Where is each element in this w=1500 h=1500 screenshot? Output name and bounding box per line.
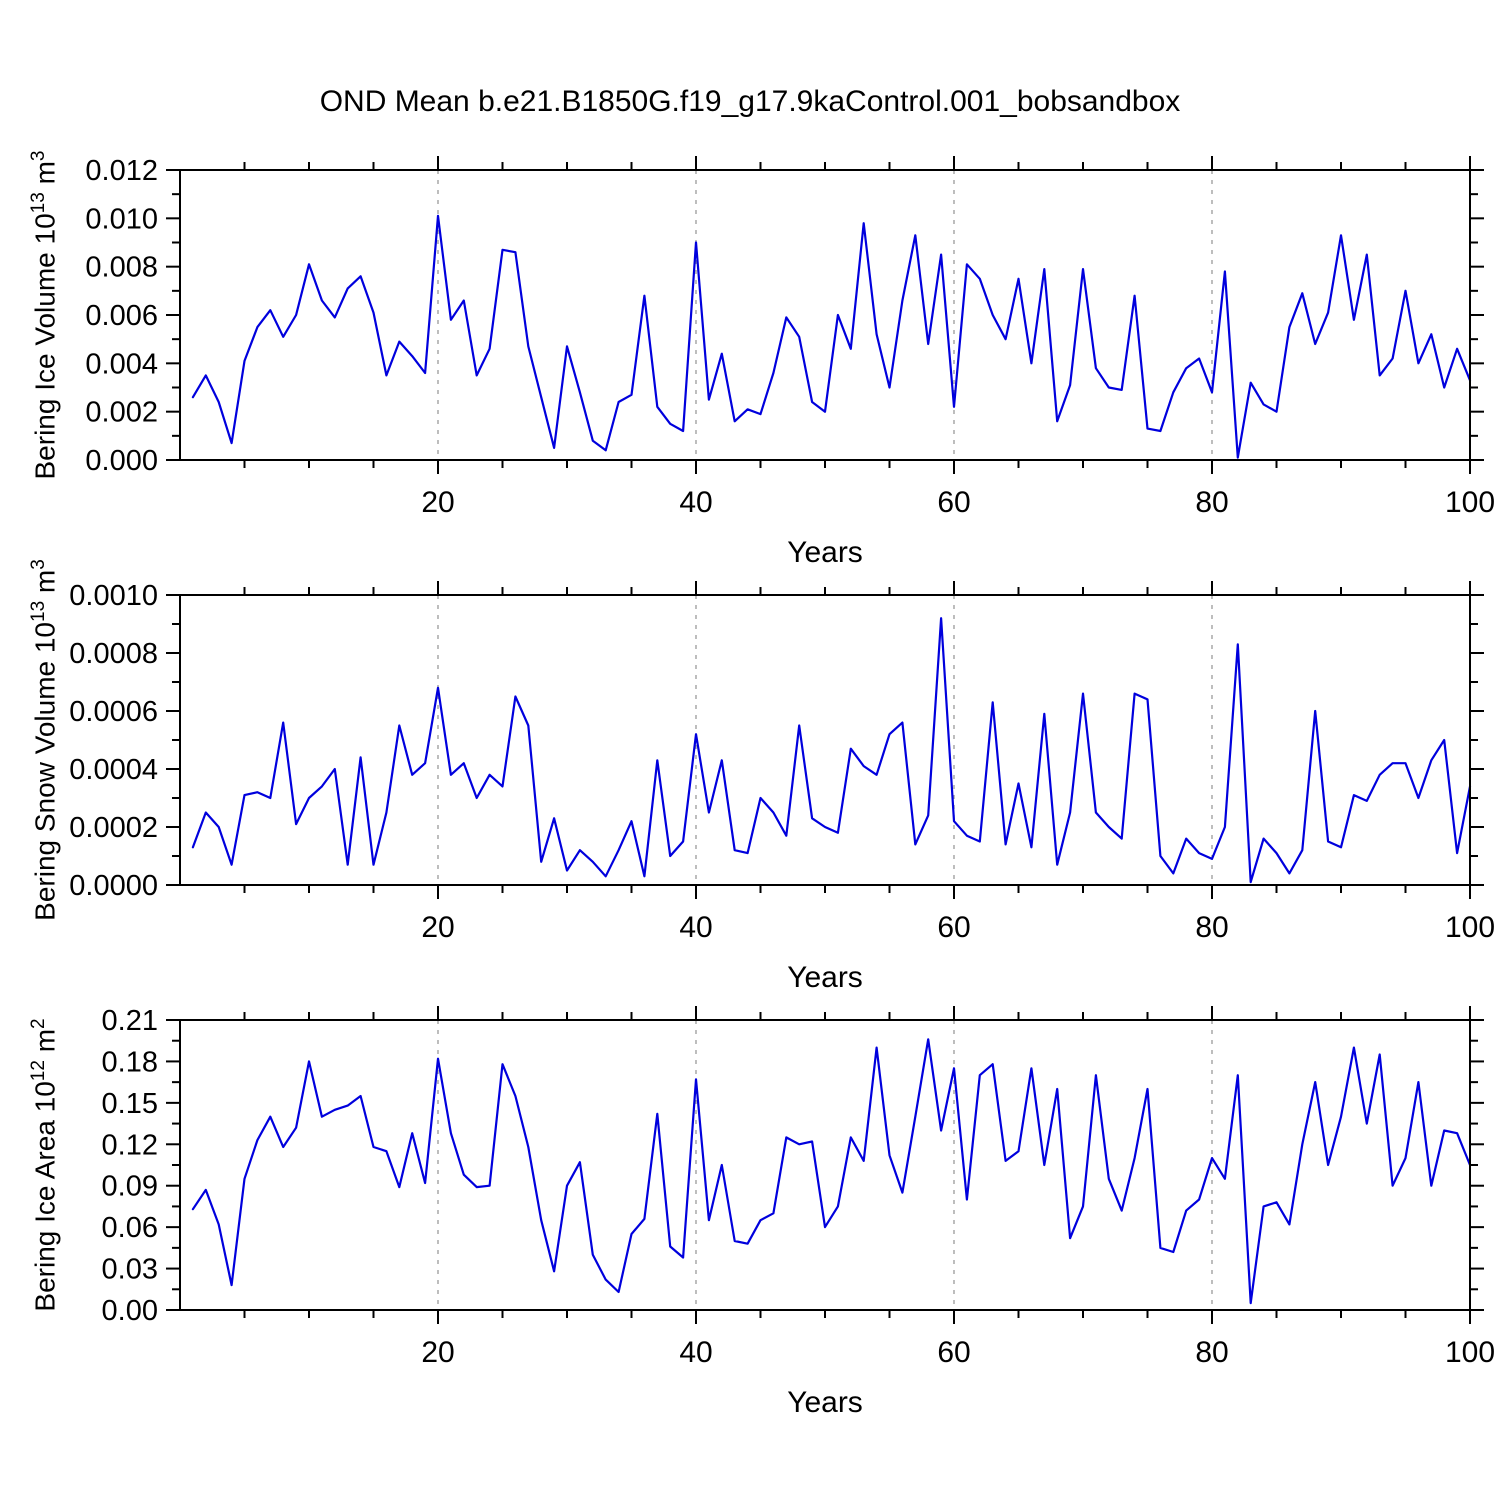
x-axis-label-panel2: Years [787,961,863,994]
y-tick-label: 0.006 [85,300,158,332]
y-tick-label: 0.012 [85,155,158,187]
y-tick-label: 0.0010 [69,580,158,612]
data-series-line [191,617,1472,884]
x-tick-label: 100 [1445,911,1495,944]
y-tick-label: 0.0008 [69,638,158,670]
x-tick-label: 100 [1445,486,1495,519]
x-axis-label-panel3: Years [787,1386,863,1419]
axis-frame [179,594,1471,886]
chart-title: OND Mean b.e21.B1850G.f19_g17.9kaControl… [319,85,1181,118]
x-tick-label: 60 [937,911,970,944]
y-tick-label: 0.000 [85,445,158,477]
x-tick-label: 20 [421,486,454,519]
y-tick-label: 0.002 [85,397,158,429]
y-tick-label: 0.12 [102,1129,158,1161]
y-tick-label: 0.03 [102,1254,158,1286]
y-tick-label: 0.15 [102,1088,158,1120]
x-tick-label: 40 [679,486,712,519]
x-tick-label: 100 [1445,1336,1495,1369]
y-tick-label: 0.0002 [69,812,158,844]
axis-frame [179,1019,1471,1311]
x-tick-label: 80 [1195,911,1228,944]
x-tick-label: 20 [421,1336,454,1369]
y-tick-label: 0.18 [102,1046,158,1078]
x-tick-label: 80 [1195,1336,1228,1369]
data-series-line [191,214,1472,459]
y-tick-label: 0.010 [85,203,158,235]
y-tick-label: 0.00 [102,1295,158,1327]
y-tick-label: 0.21 [102,1005,158,1037]
y-tick-label: 0.004 [85,348,158,380]
x-tick-label: 40 [679,1336,712,1369]
y-tick-label: 0.06 [102,1212,158,1244]
y-tick-label: 0.09 [102,1171,158,1203]
x-axis-label-panel1: Years [787,536,863,569]
x-tick-label: 80 [1195,486,1228,519]
y-tick-label: 0.0000 [69,870,158,902]
x-tick-label: 60 [937,486,970,519]
y-tick-label: 0.008 [85,252,158,284]
data-series-line [191,1038,1472,1305]
x-tick-label: 20 [421,911,454,944]
y-tick-label: 0.0006 [69,696,158,728]
x-tick-label: 40 [679,911,712,944]
y-tick-label: 0.0004 [69,754,158,786]
x-tick-label: 60 [937,1336,970,1369]
